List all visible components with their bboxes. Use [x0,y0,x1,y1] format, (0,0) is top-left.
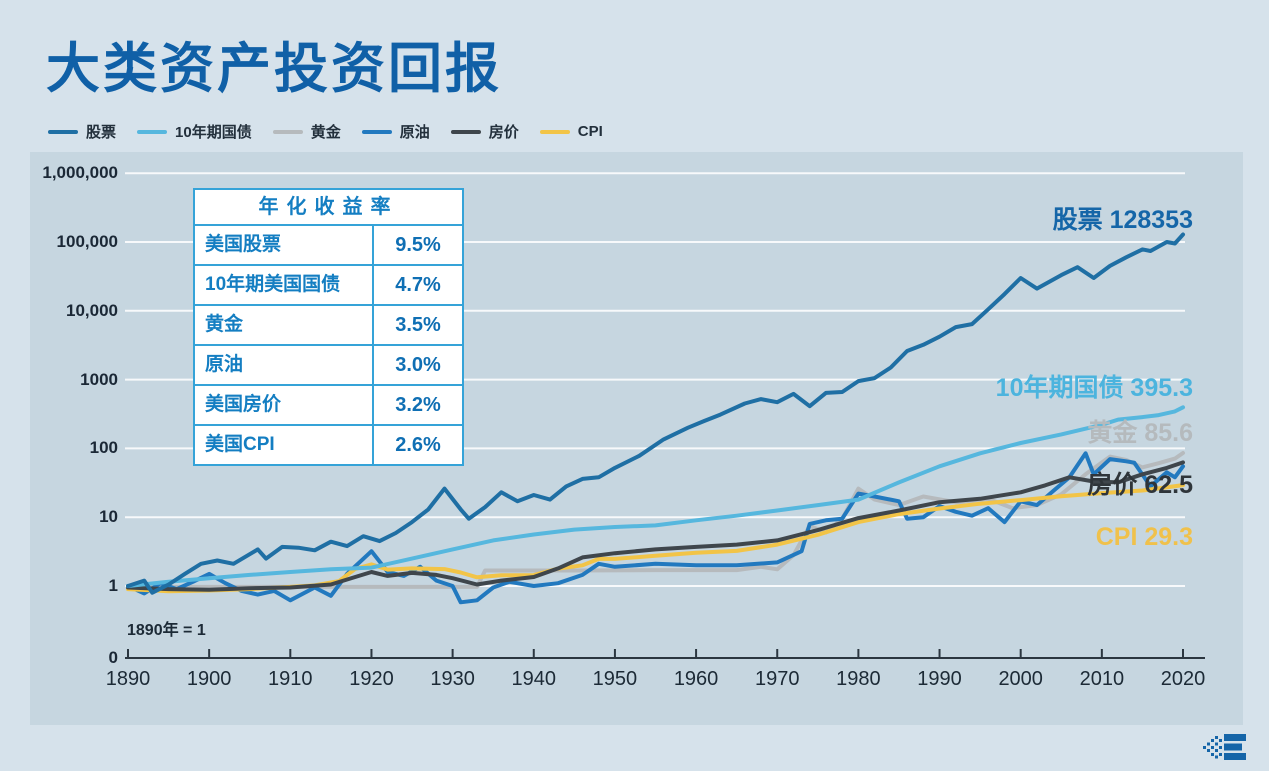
series-line-CPI [126,483,1185,594]
legend-label: 原油 [399,124,430,141]
asset-name-cell: 美国CPI [195,426,374,464]
table-row: 美国房价 3.2% [195,386,462,426]
asset-name-cell: 原油 [195,346,374,384]
end-label-黄金: 黄金 85.6 [1087,419,1193,448]
legend-item-3: 黄金 [272,121,341,142]
table-title: 年化收益率 [195,190,462,226]
end-label-股票: 股票 128353 [1052,205,1193,234]
y-axis-tick-label: 10,000 [66,300,118,320]
y-axis-tick-label: 1,000,000 [42,163,118,183]
asset-name-cell: 美国股票 [195,226,374,264]
x-axis-tick-label: 1990 [917,668,962,690]
y-axis-tick-label: 1 [108,576,118,595]
asset-name-cell: 黄金 [195,306,374,344]
asset-name-cell: 10年期美国国债 [195,266,374,304]
logo-pixel [1224,743,1242,751]
legend-swatch-icon [48,129,78,134]
chart-legend: 股票 10年期国债 黄金 原油 房价 CPI [48,121,603,142]
return-value-cell: 2.6% [395,434,441,456]
logo-pixel [1215,736,1218,739]
logo-pixel [1224,753,1246,760]
legend-label: CPI [577,123,603,140]
legend-item-2: 10年期国债 [137,121,252,142]
asset-name-cell: 美国房价 [195,386,374,424]
x-axis-tick-label: 1950 [592,668,638,690]
table-row: 黄金 3.5% [195,306,462,346]
table-row: 原油 3.0% [195,346,462,386]
x-axis-tick-label: 1940 [511,668,557,690]
x-axis-tick-label: 2010 [1079,668,1125,690]
series-line-原油 [126,451,1185,605]
legend-item-6: CPI [539,123,603,140]
legend-swatch-icon [137,129,168,134]
x-axis-tick-label: 1930 [430,668,475,690]
line-chart [125,172,1205,659]
series-line-股票 [126,232,1185,595]
x-axis-tick-label: 1960 [673,668,719,690]
legend-label: 黄金 [310,124,341,141]
logo-pixel [1219,746,1222,749]
legend-label: 股票 [86,124,117,141]
return-value-cell: 3.0% [395,354,441,376]
legend-label: 房价 [488,124,519,141]
return-value-cell: 3.5% [395,314,441,336]
logo-pixel [1215,742,1218,746]
legend-item-1: 股票 [48,121,116,142]
logo-pixel [1211,746,1214,749]
legend-item-4: 原油 [361,121,430,142]
table-row: 10年期美国国债 4.7% [195,266,462,306]
logo-pixel [1207,749,1210,752]
table-row: 美国CPI 2.6% [195,426,462,464]
logo-pixel [1219,753,1222,756]
legend-swatch-icon [361,129,392,134]
logo-pixel [1203,746,1206,749]
e-pixel-brand-logo [1203,734,1246,760]
x-axis-tick-label: 2020 [1160,668,1206,690]
y-axis-tick-label: 100 [89,438,118,458]
legend-swatch-icon [450,129,481,134]
logo-pixel [1215,749,1218,752]
chart-panel: 1,000,000 100,000 10,000 1000 100 10 1 0 1890 19… [30,152,1243,725]
logo-pixel [1224,734,1246,741]
legend-item-5: 房价 [450,121,519,142]
y-axis-zero-label: 0 [108,648,118,667]
series-line-房价 [126,460,1185,592]
page-title: 大类资产投资回报 [46,39,502,99]
x-axis-tick-label: 1890 [105,668,151,690]
logo-pixel [1207,742,1210,746]
logo-pixel [1215,755,1218,759]
end-label-CPI: CPI 29.3 [1095,523,1193,552]
y-axis-tick-label: 100,000 [56,232,118,251]
x-axis-tick-label: 1910 [268,668,313,690]
legend-label: 10年期国债 [175,124,252,141]
y-axis-tick-label: 10 [99,507,118,527]
baseline-note: 1890年 = 1 [127,622,206,639]
table-rows: 美国股票 9.5% 10年期美国国债 4.7% 黄金 3.5% 原油 3.0% 美国房价 3.2%… [195,226,462,464]
x-axis-tick-label: 1970 [754,668,800,690]
legend-swatch-icon [272,129,303,134]
series-line-黄金 [126,451,1185,589]
y-axis-tick-label: 1000 [80,369,118,389]
return-value-cell: 9.5% [395,234,441,256]
annualized-return-table: 年化收益率 美国股票 9.5% 10年期美国国债 4.7% 黄金 3.5% 原油 3.0% 美国… [193,188,464,466]
x-axis-tick-label: 2000 [998,668,1043,690]
table-row: 美国股票 9.5% [195,226,462,266]
return-value-cell: 3.2% [395,394,441,416]
series-line-10年期国债 [126,405,1185,588]
x-axis-tick-label: 1980 [836,668,881,690]
logo-pixel [1219,739,1222,742]
logo-pixel [1211,753,1214,756]
return-value-cell: 4.7% [395,274,441,296]
end-label-房价: 房价 62.5 [1087,471,1193,500]
end-label-10年期国债: 10年期国债 395.3 [995,374,1193,403]
logo-pixel [1211,739,1214,742]
legend-swatch-icon [539,129,570,134]
x-axis-tick-label: 1900 [186,668,232,690]
x-axis-tick-label: 1920 [349,668,394,690]
